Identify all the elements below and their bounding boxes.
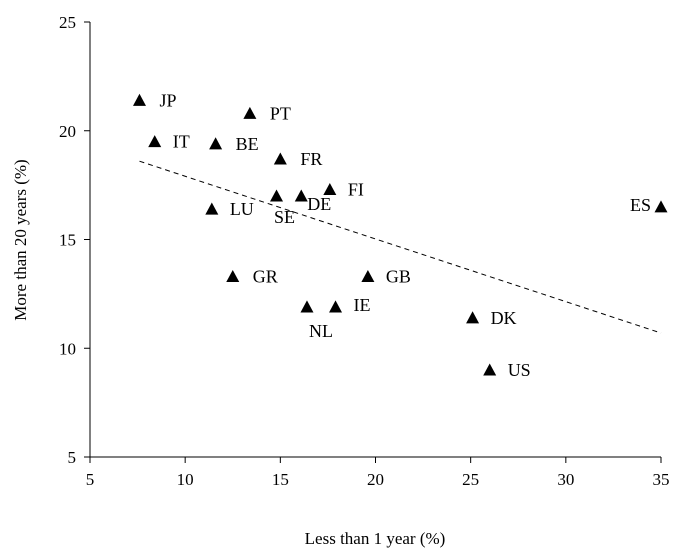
x-tick-label: 30 <box>557 470 574 489</box>
data-point-lu <box>205 202 219 215</box>
data-point-ie <box>329 300 343 313</box>
data-point-gr <box>226 269 240 282</box>
data-point-se <box>270 189 284 202</box>
x-tick-label: 25 <box>462 470 479 489</box>
x-tick-label: 10 <box>177 470 194 489</box>
x-tick-label: 15 <box>272 470 289 489</box>
point-label-lu: LU <box>230 199 254 219</box>
y-axis-title: More than 20 years (%) <box>11 159 30 320</box>
data-point-de <box>294 189 308 202</box>
point-label-es: ES <box>630 195 651 215</box>
x-tick-label: 20 <box>367 470 384 489</box>
point-label-be: BE <box>236 134 259 154</box>
points-group: JP IT BE PT FR FI SE DE LU ES GR GB NL IE DK US <box>132 90 668 380</box>
data-point-dk <box>466 311 480 324</box>
point-label-se: SE <box>274 207 295 227</box>
data-point-be <box>209 137 223 150</box>
data-point-pt <box>243 106 257 119</box>
y-tick-label: 15 <box>59 231 76 250</box>
point-label-dk: DK <box>491 308 517 328</box>
data-point-es <box>654 200 668 213</box>
point-label-fi: FI <box>348 179 364 199</box>
point-label-ie: IE <box>354 295 371 315</box>
data-point-fi <box>323 182 337 195</box>
x-tick-label: 35 <box>653 470 670 489</box>
y-tick-label: 20 <box>59 122 76 141</box>
point-label-pt: PT <box>270 103 291 123</box>
point-label-gb: GB <box>386 266 411 286</box>
x-axis-title: Less than 1 year (%) <box>305 529 446 548</box>
y-tick-label: 5 <box>68 448 77 467</box>
point-label-fr: FR <box>300 149 322 169</box>
point-label-us: US <box>508 360 531 380</box>
axes: 5 10 15 20 25 30 35 5 10 15 20 25 <box>59 13 670 489</box>
trendline-group <box>139 160 662 334</box>
data-point-fr <box>273 152 287 165</box>
point-label-jp: JP <box>159 90 176 110</box>
data-point-us <box>483 363 497 376</box>
point-label-de: DE <box>307 194 331 214</box>
y-tick-label: 25 <box>59 13 76 32</box>
point-label-nl: NL <box>309 321 333 341</box>
trendline <box>139 160 662 334</box>
data-point-jp <box>132 93 146 106</box>
point-label-gr: GR <box>253 266 278 286</box>
y-tick-label: 10 <box>59 339 76 358</box>
data-point-gb <box>361 269 375 282</box>
point-label-it: IT <box>173 132 190 152</box>
x-tick-label: 5 <box>86 470 95 489</box>
data-point-it <box>148 135 162 148</box>
data-point-nl <box>300 300 314 313</box>
